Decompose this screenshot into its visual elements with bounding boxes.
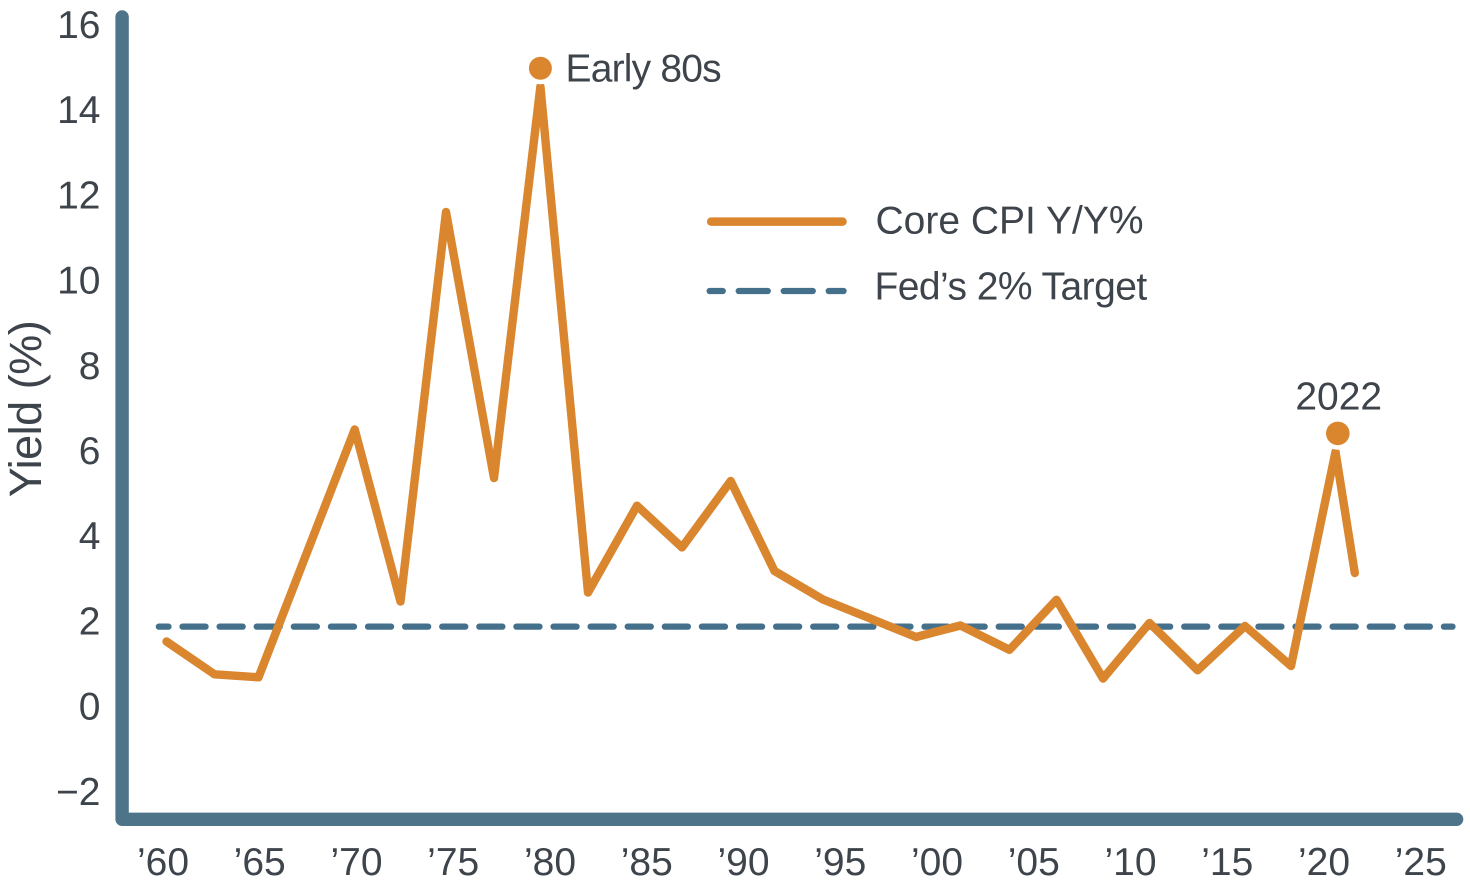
svg-text:’95: ’95: [814, 841, 866, 884]
svg-text:’70: ’70: [330, 841, 382, 884]
svg-text:’75: ’75: [427, 841, 479, 884]
svg-text:Core CPI Y/Y%: Core CPI Y/Y%: [876, 200, 1144, 243]
svg-text:’05: ’05: [1008, 841, 1060, 884]
svg-text:’20: ’20: [1298, 841, 1350, 884]
svg-text:Yield (%): Yield (%): [0, 321, 51, 497]
svg-text:2: 2: [79, 600, 101, 643]
svg-text:2022: 2022: [1295, 376, 1382, 419]
svg-text:’15: ’15: [1201, 841, 1253, 884]
svg-text:’10: ’10: [1104, 841, 1156, 884]
svg-text:Fed’s 2% Target: Fed’s 2% Target: [875, 266, 1148, 309]
svg-text:10: 10: [57, 260, 100, 303]
svg-text:’00: ’00: [911, 841, 963, 884]
svg-text:8: 8: [79, 345, 101, 388]
svg-text:4: 4: [79, 515, 101, 558]
svg-text:’60: ’60: [137, 841, 189, 884]
svg-text:0: 0: [79, 686, 101, 729]
svg-text:14: 14: [57, 89, 100, 132]
svg-text:Early 80s: Early 80s: [566, 48, 722, 91]
svg-text:16: 16: [57, 4, 100, 47]
svg-text:12: 12: [57, 174, 100, 217]
svg-text:’65: ’65: [234, 841, 286, 884]
svg-text:’85: ’85: [621, 841, 673, 884]
svg-text:’25: ’25: [1395, 841, 1447, 884]
svg-text:’90: ’90: [717, 841, 769, 884]
svg-text:6: 6: [79, 430, 101, 473]
svg-text:’80: ’80: [524, 841, 576, 884]
svg-text:−2: −2: [56, 771, 100, 814]
